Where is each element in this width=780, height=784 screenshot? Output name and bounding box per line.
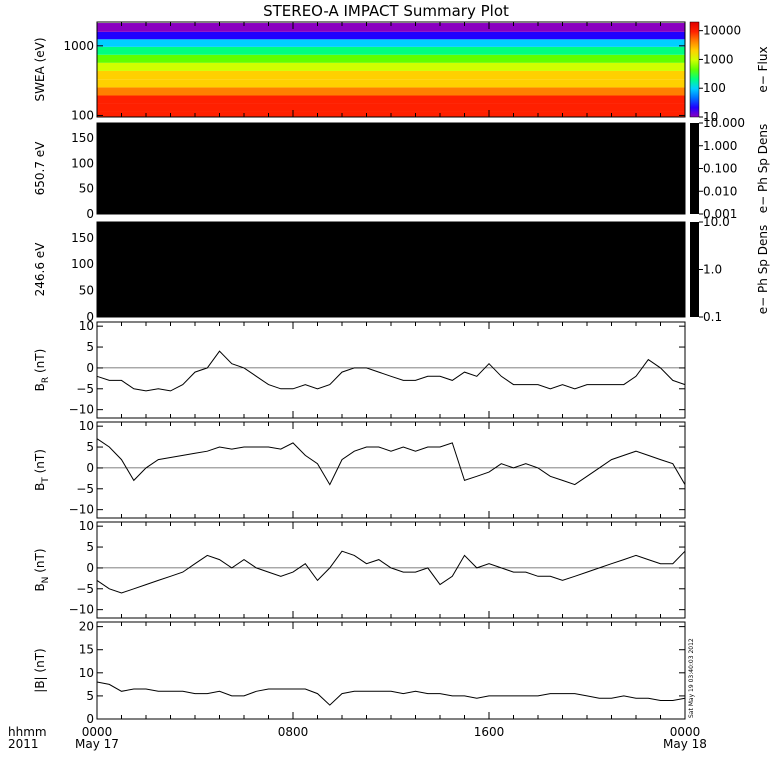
time-tick-label: 0000 bbox=[670, 725, 701, 739]
series-bt bbox=[96, 438, 686, 486]
colorbar-tick-label: 1000 bbox=[703, 52, 734, 66]
y-tick-label: 0 bbox=[86, 207, 94, 221]
flux-band bbox=[97, 70, 685, 80]
y-axis-label: |B| (nT) bbox=[33, 648, 47, 692]
colorbar-swatch bbox=[690, 222, 699, 317]
y-tick-label: −5 bbox=[76, 482, 94, 496]
y-tick-label: 0 bbox=[86, 461, 94, 475]
flux-band bbox=[97, 87, 685, 96]
panel-pad650: 0 50 100 150 650.7 eV 0.001 0.010 0.100 1.000 10.… bbox=[33, 116, 770, 221]
colorbar-tick-label: 100 bbox=[703, 81, 726, 95]
colorbar-label: e− Flux bbox=[756, 46, 770, 92]
flux-band bbox=[97, 39, 685, 47]
time-tick-label: 1600 bbox=[474, 725, 505, 739]
plot-title: STEREO-A IMPACT Summary Plot bbox=[263, 2, 509, 20]
flux-band bbox=[97, 31, 685, 40]
y-axis-label: 246.6 eV bbox=[33, 242, 47, 297]
date-tick-label: May 17 bbox=[75, 737, 119, 751]
pad-spectrogram bbox=[97, 123, 685, 214]
colorbar-swatch bbox=[689, 21, 700, 118]
y-tick-label: −5 bbox=[76, 382, 94, 396]
y-axis-label: SWEA (eV) bbox=[33, 37, 47, 101]
y-tick-label: 150 bbox=[71, 131, 94, 145]
y-axis-label: BT (nT) bbox=[33, 449, 51, 491]
y-tick-label: 1000 bbox=[63, 39, 94, 53]
timestamp-note: Sat May 19 03:40:03 2012 bbox=[688, 638, 695, 718]
y-tick-label: 10 bbox=[79, 666, 94, 680]
flux-band bbox=[97, 79, 685, 88]
panel-frame bbox=[96, 321, 686, 419]
colorbar-label: e− Ph Sp Dens bbox=[756, 225, 770, 314]
y-tick-label: 15 bbox=[79, 643, 94, 657]
y-tick-label: 5 bbox=[86, 540, 94, 554]
time-tick-label: 0000 bbox=[82, 725, 113, 739]
colorbar-tick-label: 1.000 bbox=[703, 139, 737, 153]
panel-bt: −10 −5 0 5 10 BT (nT) bbox=[33, 419, 686, 519]
panel-frame bbox=[96, 621, 686, 720]
flux-band bbox=[97, 46, 685, 55]
y-tick-label: 150 bbox=[71, 231, 94, 245]
panel-bmag: 0 5 10 15 20 |B| (nT) bbox=[33, 620, 686, 726]
y-tick-label: 0 bbox=[86, 310, 94, 324]
colorbar-tick-label: 0.001 bbox=[703, 207, 737, 221]
flux-band bbox=[97, 62, 685, 71]
y-axis-label: BR (nT) bbox=[33, 349, 51, 392]
y-axis-label: 650.7 eV bbox=[33, 141, 47, 196]
y-tick-label: 0 bbox=[86, 361, 94, 375]
colorbar-tick-label: 0.100 bbox=[703, 162, 737, 176]
panel-swea: 100 1000 SWEA (eV) 10 100 1000 10000 e− Flux bbox=[33, 21, 770, 124]
y-tick-label: −5 bbox=[76, 582, 94, 596]
flux-band bbox=[97, 95, 685, 104]
colorbar-tick-label: 0.1 bbox=[703, 310, 722, 324]
y-tick-label: −10 bbox=[69, 503, 94, 517]
panel-br: −10 −5 0 5 10 BR (nT) bbox=[33, 319, 686, 419]
colorbar-tick-label: 10.000 bbox=[703, 116, 745, 130]
flux-band bbox=[97, 22, 685, 32]
y-tick-label: 100 bbox=[71, 108, 94, 122]
series-bmag bbox=[96, 681, 686, 706]
colorbar-swatch bbox=[690, 123, 699, 214]
panel-bn: −10 −5 0 5 10 BN (nT) bbox=[33, 519, 686, 619]
pad-spectrogram bbox=[97, 222, 685, 317]
y-tick-label: 10 bbox=[79, 419, 94, 433]
colorbar-tick-label: 0.010 bbox=[703, 184, 737, 198]
colorbar-tick-label: 10.0 bbox=[703, 215, 730, 229]
y-axis-label: BN (nT) bbox=[33, 548, 51, 591]
time-tick-label: 0800 bbox=[278, 725, 309, 739]
colorbar-tick-label: 10 bbox=[703, 110, 718, 124]
flux-band bbox=[97, 103, 685, 112]
y-tick-label: 5 bbox=[86, 689, 94, 703]
date-tick-label: May 18 bbox=[663, 737, 707, 751]
y-tick-label: 10 bbox=[79, 519, 94, 533]
y-tick-label: 50 bbox=[79, 182, 94, 196]
y-tick-label: 50 bbox=[79, 284, 94, 298]
x-row2-label: 2011 bbox=[8, 737, 39, 751]
y-tick-label: 0 bbox=[86, 712, 94, 726]
colorbar-tick-label: 10000 bbox=[703, 24, 741, 38]
y-tick-label: −10 bbox=[69, 403, 94, 417]
colorbar-pad650: 0.001 0.010 0.100 1.000 10.000 e− Ph Sp Dens bbox=[690, 116, 770, 221]
series-bn bbox=[96, 550, 686, 594]
flux-band bbox=[97, 54, 685, 63]
y-tick-label: 5 bbox=[86, 440, 94, 454]
y-tick-label: 100 bbox=[71, 156, 94, 170]
x-row1-label: hhmm bbox=[8, 725, 47, 739]
colorbar-tick-label: 1.0 bbox=[703, 263, 722, 277]
colorbar-label: e− Ph Sp Dens bbox=[756, 124, 770, 213]
colorbar-swea: 10 100 1000 10000 e− Flux bbox=[689, 21, 770, 124]
series-br bbox=[96, 350, 686, 392]
colorbar-pad246: 0.1 1.0 10.0 e− Ph Sp Dens bbox=[690, 215, 770, 324]
panel-pad246: 0 50 100 150 246.6 eV 0.1 1.0 10.0 e− Ph Sp Dens bbox=[33, 215, 770, 324]
y-tick-label: 0 bbox=[86, 561, 94, 575]
y-tick-label: 100 bbox=[71, 257, 94, 271]
y-tick-label: 20 bbox=[79, 620, 94, 634]
y-tick-label: −10 bbox=[69, 603, 94, 617]
y-tick-label: 10 bbox=[79, 319, 94, 333]
y-tick-label: 5 bbox=[86, 340, 94, 354]
